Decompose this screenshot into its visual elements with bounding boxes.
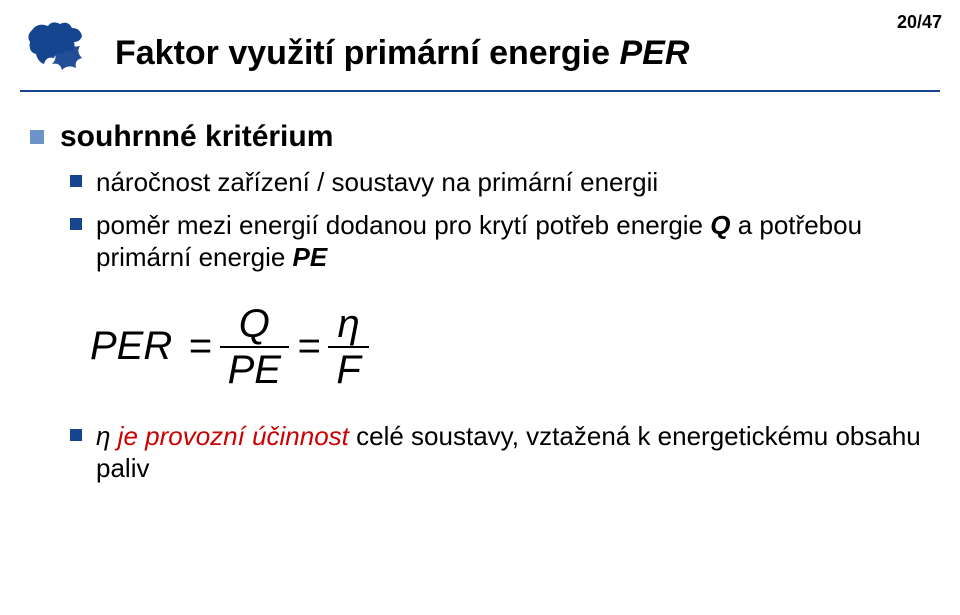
bullet-text: souhrnné kritérium [60,120,333,154]
fraction-denominator: F [328,348,368,392]
symbol-pe: PE [293,242,328,272]
slide-title: Faktor využití primární energie PER [115,34,689,73]
text-span: poměr mezi energií dodanou pro krytí pot… [96,210,710,240]
slide: 20/47 Faktor využití primární energie PE… [0,0,960,615]
title-italic: PER [619,34,689,72]
bullet-mark [30,130,44,144]
title-underline [20,90,940,92]
page-number: 20/47 [897,12,942,33]
title-text: Faktor využití primární energie [115,34,619,72]
fraction-2: η F [328,302,368,392]
bullet-text: poměr mezi energií dodanou pro krytí pot… [96,209,940,274]
bullet-mark [70,429,82,441]
fraction-denominator: PE [220,348,289,392]
symbol-q: Q [710,210,730,240]
bullet-level1: souhrnné kritérium [30,120,940,154]
bullet-text: náročnost zařízení / soustavy na primárn… [96,166,658,199]
red-text: je provozní účinnost [110,421,348,451]
bullet-text: η je provozní účinnost celé soustavy, vz… [96,420,940,485]
fraction-1: Q PE [220,302,289,392]
bullet-level2: náročnost zařízení / soustavy na primárn… [70,166,940,199]
equals-sign: = [188,324,211,369]
content-area: souhrnné kritérium náročnost zařízení / … [30,120,940,495]
formula: PER = Q PE = η F [90,302,940,392]
equals-sign: = [297,324,320,369]
formula-lhs: PER [90,324,172,369]
fraction-numerator: η [329,302,367,346]
institution-logo [20,22,98,79]
bullet-mark [70,218,82,230]
bullet-mark [70,175,82,187]
bullet-level2: η je provozní účinnost celé soustavy, vz… [70,420,940,485]
fraction-numerator: Q [231,302,278,346]
bullet-level2: poměr mezi energií dodanou pro krytí pot… [70,209,940,274]
symbol-eta: η [96,421,110,451]
